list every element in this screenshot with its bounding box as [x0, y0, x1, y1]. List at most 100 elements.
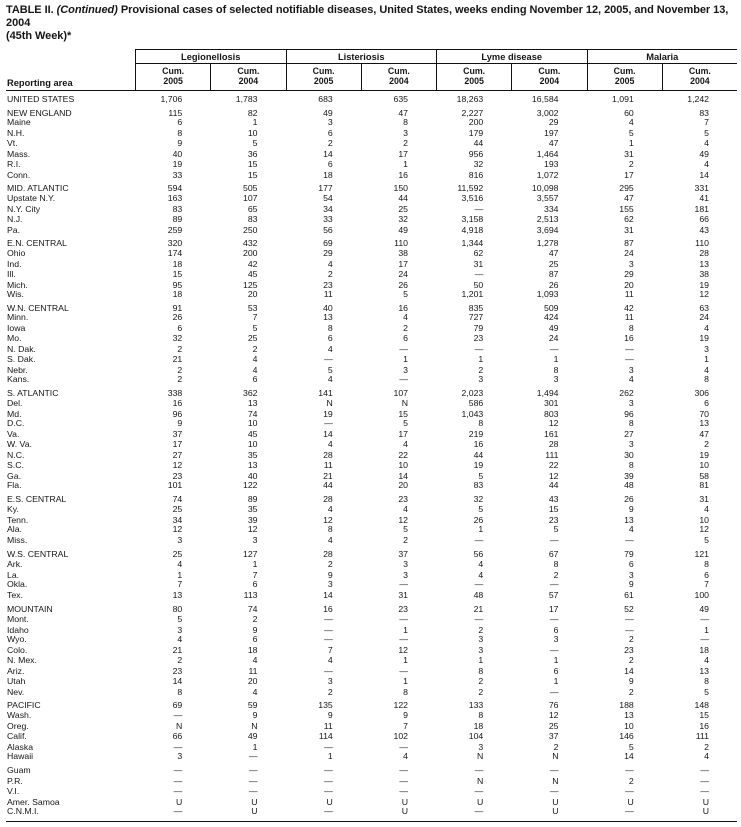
value-cell: 200 [468, 117, 484, 128]
table-row-group: MOUNTAIN 80 74 16 23 21 17 52 49 Mont. 5 2— — — — — — Ida… [6, 603, 737, 697]
value-cell: 11 [248, 665, 258, 676]
value-cell: 3 [177, 751, 183, 762]
value-cell: 5 [327, 364, 333, 375]
column-header-cum-2004: Cum. 2004 [661, 63, 737, 90]
value-cell: 82 [247, 107, 258, 118]
value-cell: 24 [624, 247, 634, 258]
value-cell: 39 [247, 514, 258, 525]
row-label: Wis. [7, 289, 24, 300]
value-cell: 21 [172, 645, 183, 656]
value-cell: 79 [624, 548, 634, 559]
row-label: Idaho [7, 624, 29, 635]
row-label: Kans. [7, 374, 30, 385]
value-cell: 42 [247, 258, 258, 269]
value-cell: 1 [553, 353, 559, 364]
row-label: Mo. [7, 333, 22, 344]
value-cell: 83 [473, 480, 484, 491]
row-label: W.S. CENTRAL [7, 548, 69, 559]
value-cell: 26 [172, 312, 183, 323]
row-label: W. Va. [7, 439, 32, 449]
value-cell: 1 [478, 654, 484, 665]
value-cell: 16 [172, 397, 183, 408]
table-row: MID. ATLANTIC 594 505 177 150 11,592 10,098 295… [6, 184, 737, 194]
value-cell: 34 [172, 514, 183, 525]
value-cell: 5 [704, 535, 709, 546]
value-cell: 81 [699, 480, 709, 491]
table-row: E.S. CENTRAL 74 89 28 23 32 43 26 31 [6, 493, 737, 505]
value-cell: 3 [704, 344, 709, 355]
table-row: N.H. 8 10 6 3 179 197 5 5 [6, 129, 737, 139]
value-cell: 5 [177, 613, 183, 624]
value-cell: 29 [624, 268, 634, 279]
value-cell: — [549, 686, 559, 697]
table-title-week: (45th Week)* [6, 29, 72, 42]
row-label: Miss. [7, 535, 28, 546]
value-cell: 18 [172, 258, 183, 269]
row-label: N.J. [7, 213, 23, 224]
row-label: Va. [7, 429, 20, 440]
value-cell: 1 [403, 158, 408, 169]
value-cell: 219 [468, 429, 484, 440]
value-cell: 4 [327, 258, 333, 269]
table-row: Del. 16 13 N N 586 301 3 6 [6, 397, 737, 409]
value-cell: 17 [624, 169, 634, 180]
value-cell: N [251, 720, 258, 731]
value-cell: 6 [628, 558, 634, 569]
value-cell: 7 [252, 569, 258, 580]
value-cell: 181 [694, 203, 710, 214]
value-cell: 10 [699, 459, 709, 470]
value-cell: 13 [247, 459, 258, 470]
value-cell: 3 [553, 634, 559, 645]
value-cell: — [324, 775, 333, 786]
row-label: Md. [7, 408, 22, 419]
value-cell: — [248, 764, 258, 775]
value-cell: 31 [624, 148, 634, 159]
value-cell: 110 [695, 238, 709, 249]
value-cell: 47 [624, 192, 634, 203]
value-cell: 18 [323, 169, 333, 180]
table-row: Mo. 32 25 6 6 23 24 16 19 [6, 333, 737, 344]
value-cell: — [625, 785, 634, 796]
table-row: Calif. 66 49 114 102 104 37 146 111 [6, 730, 737, 742]
value-cell: — [399, 775, 408, 786]
value-cell: 28 [699, 247, 709, 258]
value-cell: — [324, 613, 333, 624]
value-cell: 67 [548, 548, 559, 559]
value-cell: 4 [327, 374, 333, 385]
value-cell: 4 [177, 558, 183, 569]
value-cell: 4 [252, 654, 258, 665]
value-cell: 12 [548, 709, 559, 720]
value-cell: 17 [548, 603, 559, 614]
value-cell: 58 [699, 470, 709, 481]
value-cell: U [401, 806, 408, 817]
table-title: TABLE II. (Continued) Provisional cases … [6, 4, 737, 43]
value-cell: 2 [478, 686, 484, 697]
value-cell: 59 [247, 700, 258, 711]
row-label: D.C. [7, 418, 25, 429]
value-cell: 96 [624, 408, 634, 419]
value-cell: 4 [327, 344, 333, 355]
value-cell: — [474, 535, 484, 546]
value-cell: 23 [172, 665, 183, 676]
value-cell: 7 [327, 645, 333, 656]
value-cell: 3,516 [461, 192, 484, 203]
value-cell: — [324, 785, 333, 796]
value-cell: 10 [398, 459, 408, 470]
table-row: Ark. 4 1 2 3 4 8 6 8 [6, 558, 737, 570]
value-cell: 2 [403, 535, 408, 546]
column-header-cum-2004: Cum. 2004 [360, 63, 436, 90]
disease-header-row: Legionellosis Listeriosis Lyme disease M… [6, 48, 737, 64]
value-cell: 89 [247, 493, 258, 504]
value-cell: 16 [699, 720, 709, 731]
value-cell: 66 [172, 730, 183, 741]
table-row: N.J. 89 83 33 32 3,158 2,513 62 66 [6, 213, 737, 225]
row-label: Colo. [7, 645, 28, 656]
table-row-group: W.N. CENTRAL 91 53 40 16 835 509 42 63 Minn. 26 7 13… [6, 303, 737, 385]
value-cell: 5 [403, 524, 408, 535]
value-cell: 15 [548, 503, 559, 514]
value-cell: 7 [177, 579, 183, 590]
value-cell: 74 [247, 603, 258, 614]
table-row: Nebr. 2 4 5 3 2 8 3 4 [6, 364, 737, 376]
value-cell: 10,098 [531, 183, 559, 194]
value-cell: — [625, 613, 634, 624]
